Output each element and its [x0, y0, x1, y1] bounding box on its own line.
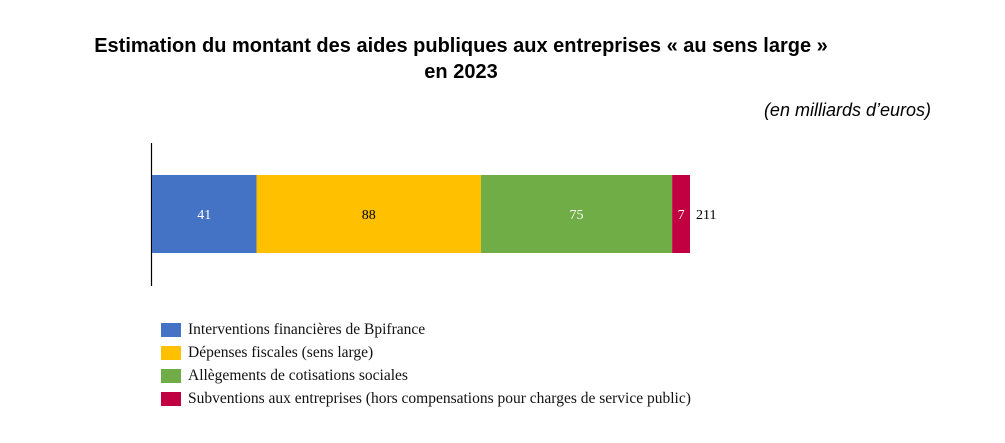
bar-segment-3 — [480, 175, 673, 253]
chart-title-line1: Estimation du montant des aides publique… — [94, 35, 828, 57]
legend-item-2: Dépenses fiscales (sens large) — [161, 341, 691, 364]
legend-swatch — [161, 391, 181, 406]
legend-item-1: Interventions financières de Bpifrance — [161, 318, 691, 341]
bar-group: 41 88 75 7 211 — [152, 175, 716, 253]
bar-value-label-4: 7 — [678, 208, 685, 223]
total-label: 211 — [696, 208, 716, 223]
chart-title-line2: en 2023 — [424, 61, 498, 83]
legend-swatch — [161, 368, 181, 383]
legend-swatch — [161, 345, 181, 360]
chart-title: Estimation du montant des aides publique… — [0, 33, 922, 85]
legend: Interventions financières de Bpifrance Dé… — [161, 318, 691, 410]
bar-value-label-3: 75 — [570, 208, 584, 223]
legend-label: Allègements de cotisations sociales — [188, 366, 408, 384]
legend-item-4: Subventions aux entreprises (hors compen… — [161, 387, 691, 410]
unit-label: (en milliards d’euros) — [763, 100, 931, 120]
legend-item-3: Allègements de cotisations sociales — [161, 364, 691, 387]
bar-segment-2 — [256, 175, 481, 253]
bar-value-label-1: 41 — [197, 208, 211, 223]
bar-segment-4 — [672, 175, 690, 253]
legend-swatch — [161, 322, 181, 337]
legend-label: Interventions financières de Bpifrance — [188, 320, 426, 338]
legend-label: Dépenses fiscales (sens large) — [188, 343, 374, 361]
bar-value-label-2: 88 — [362, 208, 376, 223]
legend-label: Subventions aux entreprises (hors compen… — [188, 389, 691, 407]
bar-segment-1 — [152, 175, 257, 253]
